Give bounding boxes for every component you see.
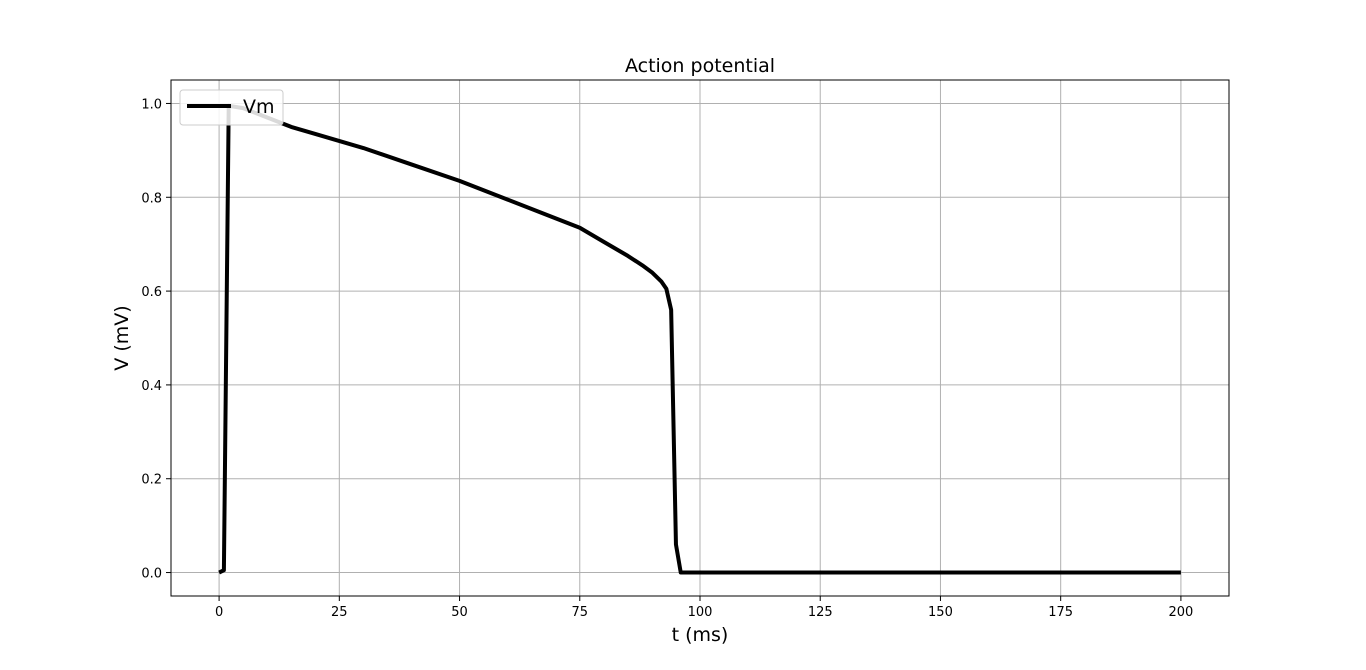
x-tick-label: 200 — [1168, 605, 1193, 620]
y-tick-label: 0.4 — [141, 379, 162, 394]
x-tick-label: 25 — [331, 605, 348, 620]
y-tick-label: 0.0 — [141, 567, 162, 582]
chart-title: Action potential — [625, 55, 775, 77]
y-tick-label: 0.2 — [141, 473, 162, 488]
legend-box — [179, 89, 284, 126]
x-tick-label: 125 — [808, 605, 833, 620]
x-tick-label: 75 — [571, 605, 588, 620]
legend: Vm — [179, 89, 284, 126]
x-tick-label: 100 — [688, 605, 713, 620]
ticks: 0 25 50 75 100 125 150 175 200 0.0 0.2 0.4 0.6 0.8 1.0 — [141, 97, 1193, 620]
x-tick-label: 0 — [215, 605, 223, 620]
x-tick-label: 150 — [928, 605, 953, 620]
y-axis-label: V (mV) — [111, 305, 133, 370]
grid — [171, 80, 1229, 596]
legend-label-vm: Vm — [243, 96, 275, 118]
x-tick-label: 50 — [451, 605, 468, 620]
x-axis-label: t (ms) — [672, 624, 729, 646]
y-tick-label: 1.0 — [141, 97, 162, 112]
x-tick-label: 175 — [1048, 605, 1073, 620]
y-tick-label: 0.8 — [141, 191, 162, 206]
y-tick-label: 0.6 — [141, 285, 162, 300]
